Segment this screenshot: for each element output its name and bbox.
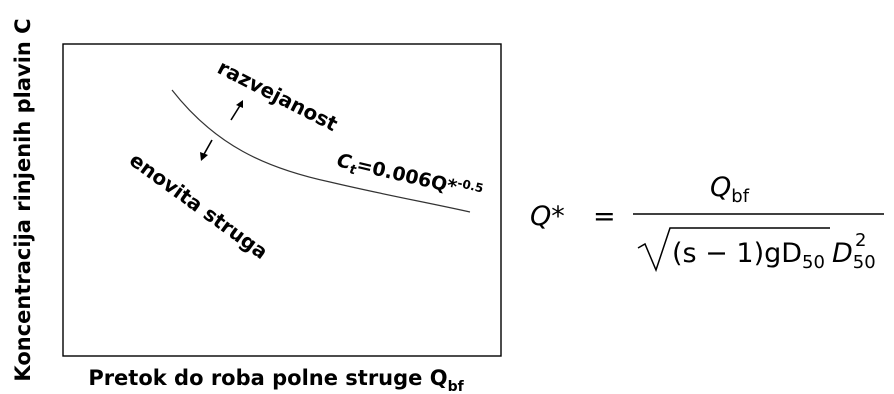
label-enovita-struga: enovita struga [125,148,272,264]
label-razvejanost: razvejanost [214,55,342,136]
arrow-down-icon [200,139,213,161]
formula-equals: = [593,201,616,232]
arrow-up-icon [230,100,243,121]
sqrt-sign [637,227,830,273]
x-axis-label: Pretok do roba polne struge Qbf [88,366,464,394]
curve-equation: Ct=0.006Q*-0.5 [334,148,485,207]
threshold-curve [171,89,471,213]
formula-denominator: (s − 1)gD50 [672,238,825,273]
formula-numerator: Qbf [710,172,750,207]
formula-trailing-term: D50 [832,238,876,273]
y-axis-label: Koncentracija rinjenih plavin C [11,18,35,381]
formula: Q* = Qbf (s − 1)gD50 D50 2 [530,172,884,273]
formula-lhs: Q* [530,201,565,232]
plot-frame [62,43,502,357]
formula-exponent: 2 [855,230,866,251]
